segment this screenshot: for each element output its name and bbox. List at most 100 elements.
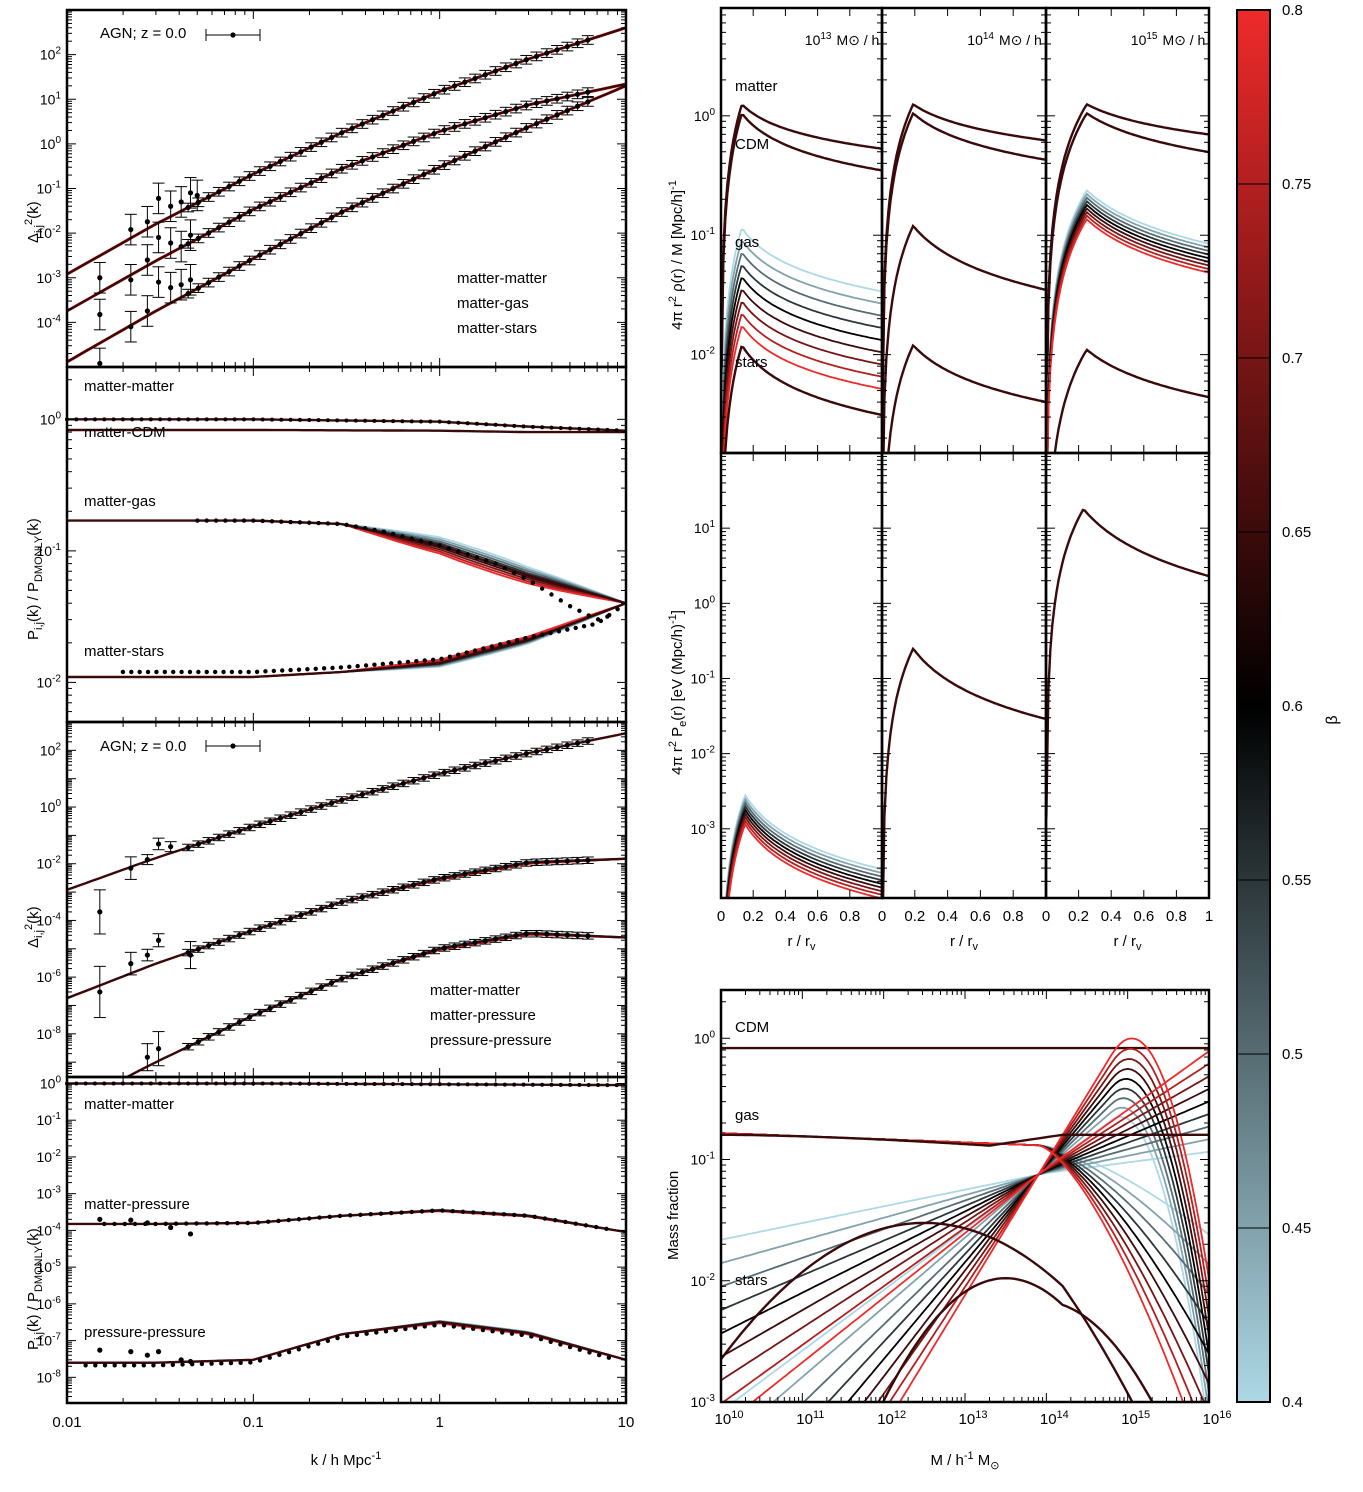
data-point	[359, 200, 365, 206]
data-point	[247, 257, 253, 264]
series-line	[67, 602, 626, 678]
data-point	[573, 625, 578, 631]
fraction-line	[721, 1100, 1209, 1335]
data-point	[286, 1217, 291, 1223]
data-point	[344, 418, 349, 423]
profile-line	[721, 277, 882, 453]
series-label: matter-stars	[457, 320, 537, 337]
y-tick-label: 100	[40, 1074, 62, 1091]
profile-line	[887, 343, 1046, 453]
profile-line	[882, 224, 1046, 453]
data-point	[363, 1081, 368, 1086]
data-point	[558, 425, 563, 430]
data-point	[410, 176, 417, 182]
data-point	[144, 856, 150, 863]
data-point	[141, 1363, 146, 1368]
plot-frame	[65, 720, 628, 1079]
series-line	[67, 857, 626, 1000]
y-tick-label: 10-2	[691, 1272, 716, 1289]
data-point	[214, 417, 219, 422]
data-point	[296, 667, 302, 672]
data-point	[257, 168, 263, 174]
data-point	[151, 1363, 156, 1368]
data-point	[421, 879, 427, 885]
profile-line	[721, 252, 882, 453]
data-point	[318, 220, 324, 226]
data-point	[185, 844, 191, 851]
y-axis-label: Mass fraction	[665, 1171, 682, 1260]
pressure-line	[726, 808, 882, 898]
data-point	[447, 654, 453, 659]
data-point	[409, 536, 414, 541]
data-point	[313, 666, 318, 671]
data-point	[267, 922, 273, 928]
data-point	[195, 946, 201, 952]
y-tick-label: 10-1	[691, 226, 716, 243]
data-point	[389, 1210, 394, 1216]
data-point	[246, 669, 251, 675]
data-point	[368, 1212, 373, 1217]
plot-frame	[880, 451, 1048, 900]
series-label: matter-pressure	[430, 1007, 536, 1024]
series-line	[67, 602, 626, 678]
data-point	[391, 1082, 396, 1087]
data-point	[400, 957, 406, 963]
y-tick-label: 10-2	[691, 745, 716, 762]
y-tick-label: 10-1	[37, 542, 62, 559]
series-line	[67, 1210, 626, 1233]
data-point	[279, 1081, 284, 1086]
data-point	[380, 786, 386, 792]
data-point	[513, 932, 519, 939]
data-point	[232, 1081, 237, 1086]
data-point	[242, 417, 247, 422]
data-point	[176, 417, 181, 422]
data-point	[155, 841, 162, 847]
data-point	[269, 417, 274, 422]
fraction-line	[863, 1067, 1209, 1402]
series-label: matter-matter	[84, 1096, 174, 1113]
data-point	[337, 1213, 343, 1219]
data-point	[532, 1214, 537, 1220]
data-point	[214, 1081, 219, 1086]
data-point	[544, 98, 550, 104]
legend-label: AGN; z = 0.0	[100, 25, 186, 42]
fraction-line	[802, 1097, 1209, 1402]
data-point	[482, 72, 488, 78]
data-point	[223, 417, 228, 422]
data-point	[130, 417, 135, 422]
colorbar-tick-label: 0.5	[1282, 1046, 1303, 1063]
data-point	[446, 1082, 451, 1087]
data-point	[439, 656, 444, 661]
data-point	[381, 1082, 386, 1087]
series-line	[67, 1209, 626, 1233]
data-point	[615, 606, 620, 612]
fraction-line	[826, 1087, 1209, 1402]
data-point	[492, 936, 499, 942]
data-point	[128, 226, 134, 233]
pressure-line	[727, 819, 882, 898]
colorbar-tick-label: 0.45	[1282, 1220, 1311, 1237]
data-point	[381, 529, 386, 534]
data-point	[492, 112, 499, 118]
data-point	[380, 150, 386, 156]
component-label: CDM	[735, 136, 769, 153]
data-point	[502, 1082, 507, 1087]
fraction-line	[751, 1050, 1209, 1402]
data-point	[232, 518, 237, 523]
data-point	[128, 277, 134, 283]
fraction-line	[898, 1037, 1209, 1402]
profile-line	[722, 301, 882, 453]
data-point	[154, 669, 159, 675]
data-point	[481, 1210, 486, 1216]
data-point	[248, 1360, 253, 1365]
series-line	[124, 931, 626, 1077]
x-tick-label: 0.6	[807, 908, 828, 925]
data-point	[353, 1081, 358, 1086]
data-point	[593, 1224, 599, 1230]
data-point	[288, 1081, 293, 1086]
data-point	[492, 865, 499, 872]
data-point	[498, 642, 503, 647]
data-point	[308, 806, 314, 812]
series-line	[67, 602, 626, 678]
